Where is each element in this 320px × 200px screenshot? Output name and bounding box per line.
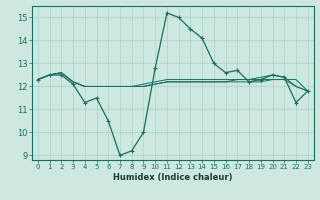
X-axis label: Humidex (Indice chaleur): Humidex (Indice chaleur)	[113, 173, 233, 182]
